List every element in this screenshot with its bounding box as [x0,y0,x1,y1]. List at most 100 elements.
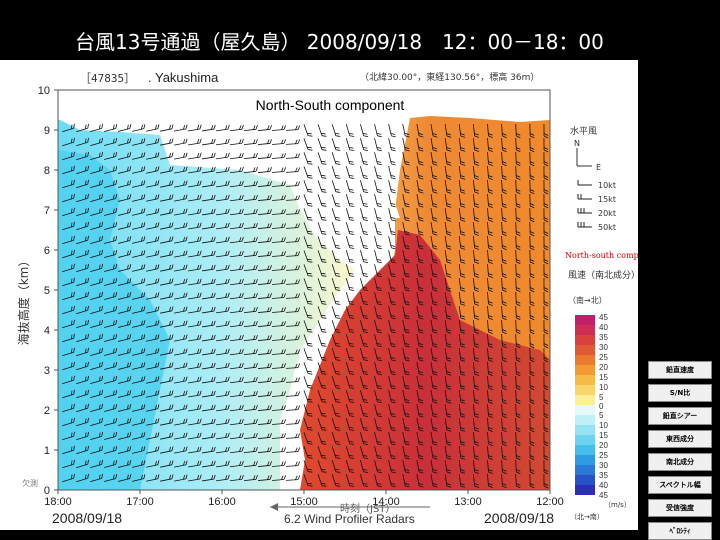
wind-barb [146,446,160,454]
wind-barb [360,222,369,236]
wind-barb [529,235,535,251]
x-tick-label: 13:00 [454,496,482,508]
wind-barb [188,348,202,356]
wind-barb [303,376,313,389]
wind-barb [90,277,104,287]
wind-barb [118,180,132,188]
wind-barb [132,446,146,454]
wind-barb [76,221,89,231]
wind-barb [416,348,424,362]
wind-barb [444,152,452,166]
wind-barb [501,445,507,461]
wind-barb [188,432,202,440]
wind-barb [543,291,549,307]
wind-barb [132,362,146,370]
wind-barb [216,474,230,482]
wind-barb [458,179,466,194]
wind-barb [317,390,327,403]
wind-barb [458,347,466,362]
wind-barb [76,431,89,441]
wind-barb [331,418,341,431]
wind-barb [501,417,507,433]
chart-title-box [232,94,428,116]
wind-barb [360,446,369,460]
wind-barb [331,306,341,319]
wind-barb [257,391,272,397]
wind-barb [430,138,438,152]
wind-barb [62,165,75,175]
wind-barb [174,180,188,188]
side-button[interactable]: S/N比 [648,384,712,402]
wind-barb [188,124,202,132]
wind-barb [104,124,118,132]
wind-barb [487,417,493,432]
side-button[interactable]: 東西成分 [648,430,712,448]
colorbar-cell [575,485,595,495]
wind-barb [374,334,382,348]
wind-barb [90,361,104,371]
wind-barb [458,165,466,180]
wind-barb [202,152,216,160]
wind-barb [118,292,132,300]
wind-barb [487,123,493,138]
wind-barb [62,333,75,343]
wind-barb [388,278,396,292]
wind-barb [303,348,313,361]
wind-barb [458,473,466,488]
station-coords: （北緯30.00°，東経130.56°，標高 36m） [360,71,539,83]
wind-barb [360,460,369,474]
wind-barb [132,418,146,426]
wind-barb [472,403,479,418]
wind-barb [515,319,521,335]
wind-barb [529,123,535,139]
wind-barb [430,208,438,222]
side-button[interactable]: ﾍﾞﾛｼﾃｨ [648,522,712,540]
wind-barb [76,459,89,469]
wind-barb [317,376,327,389]
wind-barb [62,277,75,287]
wind-barb [229,362,244,370]
wind-barb [487,235,493,250]
wind-barb [229,152,244,160]
y-tick-label: 7 [44,205,50,217]
wind-barb [444,348,452,362]
wind-barb [174,348,188,356]
wind-barb [132,474,146,482]
wind-barb [146,306,160,314]
wind-barb [458,137,466,152]
wind-barb [76,151,89,161]
wind-barb [285,447,301,453]
barb-legend-label: 20kt [598,209,616,218]
wind-barb [257,433,272,439]
wind-barb [529,445,535,461]
side-button[interactable]: 南北成分 [648,453,712,471]
wind-barb [345,278,355,291]
wind-barb [501,263,507,279]
wind-barb [188,404,202,412]
wind-barb [472,375,479,390]
side-button[interactable]: 受信強度 [648,499,712,517]
wind-barb [216,334,230,342]
wind-barb [271,461,287,467]
wind-barb [331,460,341,473]
wind-barb [543,235,549,251]
wind-barb [146,404,160,412]
y-tick-label: 2 [44,405,50,417]
colorbar-title: North-south component [565,251,638,260]
colorbar-cell [575,365,595,375]
wind-barb [285,433,301,439]
side-button[interactable]: 鉛直速度 [648,361,712,379]
wind-barb [303,306,313,319]
wind-barb [229,460,244,468]
wind-barb [118,348,132,356]
wind-barb [317,334,327,347]
wind-barb [543,263,549,279]
wind-barb [118,474,132,482]
wind-barb [257,475,272,481]
colorbar-cell [575,435,595,445]
side-button[interactable]: 鉛直シアー [648,407,712,425]
wind-barb [285,265,301,271]
wind-barb [160,166,174,174]
side-button[interactable]: スペクトル幅 [648,476,712,494]
